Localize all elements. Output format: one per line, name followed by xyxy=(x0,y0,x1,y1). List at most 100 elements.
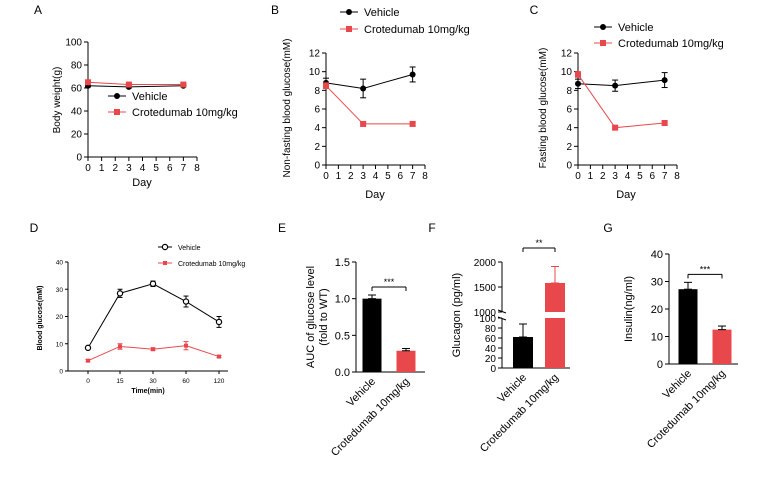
x-tick-label-B: 1 xyxy=(336,171,342,182)
data-point-B-0 xyxy=(409,71,416,78)
panel-label-A: A xyxy=(34,3,42,17)
y-tick-label-F: 80 xyxy=(485,324,497,335)
y-tick-label-E: 0.5 xyxy=(335,330,350,342)
legend-label-B-0: Vehicle xyxy=(364,7,399,19)
legend-marker-C-0 xyxy=(600,24,606,30)
legend-marker-D-0 xyxy=(161,243,169,251)
data-point-C-1 xyxy=(612,124,619,131)
y-tick-label-F: 100 xyxy=(479,314,496,325)
data-point-D-1 xyxy=(217,354,221,359)
x-tick-label-A: 2 xyxy=(112,163,118,174)
y-tick-label-C: 8 xyxy=(566,86,572,97)
y-tick-label-G: 10 xyxy=(651,332,663,344)
series-line-A-1 xyxy=(87,81,184,86)
y-tick-label-C: 12 xyxy=(561,49,573,60)
data-point-A-1 xyxy=(85,79,91,86)
y-tick-label-E: 1.0 xyxy=(335,294,350,306)
y-tick-label-D: 0 xyxy=(59,369,63,376)
x-tick-label-B: 6 xyxy=(397,171,403,182)
y-tick-label-G: 30 xyxy=(651,277,663,289)
data-point-C-1 xyxy=(575,71,581,78)
x-tick-label-A: 3 xyxy=(126,163,132,174)
y-tick-label-E: 0.0 xyxy=(335,367,350,379)
panel-label-G: G xyxy=(603,221,612,235)
x-tick-label-C: 8 xyxy=(674,171,680,182)
panel-label-C: C xyxy=(530,3,539,17)
series-line-B-1 xyxy=(325,85,413,125)
x-tick-label-C: 6 xyxy=(649,171,655,182)
legend-marker-C-1 xyxy=(600,40,606,46)
y-tick-label-G: 40 xyxy=(651,249,663,261)
x-tick-label-C: 3 xyxy=(612,171,618,182)
y-axis-label-C: Fasting blood glucose(mM) xyxy=(538,48,549,169)
y-tick-label-F: 1500 xyxy=(474,283,497,294)
legend-label-B-1: Crotedumab 10mg/kg xyxy=(364,24,470,36)
x-tick-label-C: 5 xyxy=(637,171,643,182)
y-tick-label-A: 20 xyxy=(71,130,83,141)
y-tick-label-B: 12 xyxy=(309,49,321,60)
data-point-D-1 xyxy=(151,347,155,352)
x-tick-label-B: 0 xyxy=(323,171,329,182)
x-tick-label-E: Vehicle xyxy=(345,376,379,410)
legend-label-D-1: Crotedumab 10mg/kg xyxy=(178,261,245,268)
y-tick-label-B: 10 xyxy=(309,67,321,78)
series-line-A-0 xyxy=(87,85,184,88)
x-tick-label-D: 30 xyxy=(149,378,157,385)
y-tick-label-B: 6 xyxy=(314,105,320,116)
panel-label-B: B xyxy=(271,3,279,17)
x-tick-label-B: 5 xyxy=(385,171,391,182)
data-point-A-1 xyxy=(180,81,187,88)
legend-marker-B-1 xyxy=(346,26,352,32)
x-tick-label-B: 8 xyxy=(422,171,428,182)
y-tick-label-G: 20 xyxy=(651,304,663,316)
y-tick-label-D: 10 xyxy=(56,341,64,348)
y-tick-label-A: 0 xyxy=(76,153,82,164)
y-tick-label-F: 2000 xyxy=(474,258,497,269)
x-tick-label-G: Vehicle xyxy=(661,368,695,402)
series-line-C-0 xyxy=(577,79,665,87)
y-axis-label-G: Insulin(ng/ml) xyxy=(623,276,635,342)
x-tick-label-C: 0 xyxy=(575,171,581,182)
y-tick-label-D: 40 xyxy=(56,260,64,267)
data-point-B-1 xyxy=(323,82,329,89)
x-tick-label-A: 1 xyxy=(99,163,105,174)
bar-G-0 xyxy=(678,289,698,364)
y-tick-label-F: 20 xyxy=(485,354,497,365)
legend-marker-A-1 xyxy=(114,109,120,115)
y-tick-label-F: 60 xyxy=(485,334,497,345)
x-tick-label-B: 7 xyxy=(410,171,416,182)
x-tick-label-A: 8 xyxy=(194,163,200,174)
significance-label-F: ** xyxy=(535,238,543,248)
series-line-C-1 xyxy=(577,74,665,129)
bar-G-1 xyxy=(712,329,732,364)
y-axis-label-F: Glucagon (pg/ml) xyxy=(451,273,463,357)
x-axis-label-D: Time(min) xyxy=(131,388,164,395)
x-axis-label-B: Day xyxy=(365,189,385,201)
legend-label-A-1: Crotedumab 10mg/kg xyxy=(132,107,238,119)
x-tick-label-B: 4 xyxy=(373,171,379,182)
y-tick-label-B: 0 xyxy=(314,161,320,172)
series-line-B-0 xyxy=(325,73,413,89)
x-tick-label-B: 3 xyxy=(360,171,366,182)
legend-marker-B-0 xyxy=(346,9,352,15)
y-axis-label-E: AUC of glucose level xyxy=(305,266,317,368)
y-tick-label-A: 100 xyxy=(65,38,82,49)
x-tick-label-D: 15 xyxy=(116,378,124,385)
y-tick-label-C: 2 xyxy=(566,142,572,153)
x-tick-label-D: 120 xyxy=(214,378,225,385)
data-point-D-1 xyxy=(118,344,122,349)
x-tick-label-C: 1 xyxy=(588,171,594,182)
x-axis-label-C: Day xyxy=(616,189,636,201)
y-tick-label-A: 40 xyxy=(71,107,83,118)
bar-E-0 xyxy=(362,298,382,372)
y-tick-label-F: 40 xyxy=(485,344,497,355)
legend-marker-D-1 xyxy=(163,261,167,265)
y-tick-label-A: 60 xyxy=(71,84,83,95)
data-point-C-0 xyxy=(612,82,619,89)
data-point-D-0 xyxy=(84,344,92,352)
bar-F-1-upper xyxy=(545,283,565,312)
y-axis-label-E-line2: (fold to WT) xyxy=(318,288,330,345)
y-tick-label-C: 10 xyxy=(561,67,573,78)
panel-label-D: D xyxy=(30,221,39,235)
significance-label-E: *** xyxy=(384,277,395,287)
